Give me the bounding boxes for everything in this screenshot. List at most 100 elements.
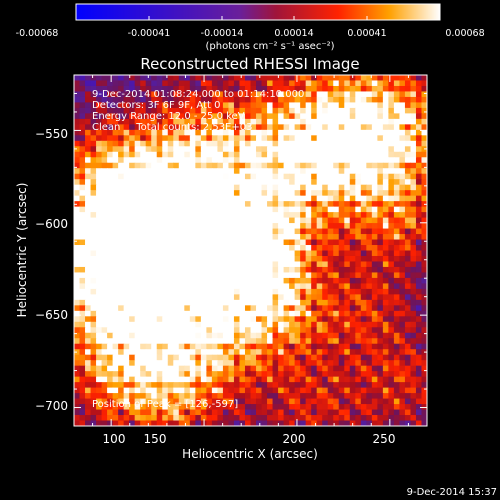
heatmap-cell <box>184 255 191 263</box>
heatmap-cell <box>267 91 274 98</box>
heatmap-cell <box>388 217 395 224</box>
heatmap-cell <box>327 316 334 323</box>
heatmap-cell <box>366 255 373 263</box>
heatmap-cell <box>338 288 345 295</box>
heatmap-cell <box>129 102 136 109</box>
heatmap-cell <box>382 157 389 164</box>
heatmap-cell <box>85 266 92 274</box>
heatmap-cell <box>393 294 401 301</box>
heatmap-cell <box>300 376 307 383</box>
heatmap-cell <box>233 255 241 263</box>
heatmap-cell <box>184 184 191 191</box>
heatmap-cell <box>338 217 345 224</box>
heatmap-cell <box>250 91 257 98</box>
heatmap-cell <box>278 387 285 394</box>
heatmap-cell <box>112 91 119 98</box>
heatmap-cell <box>200 343 207 350</box>
heatmap-cell <box>256 415 263 422</box>
heatmap-cell <box>151 349 158 356</box>
heatmap-cell <box>96 140 103 147</box>
heatmap-cell <box>382 261 389 268</box>
heatmap-cell <box>145 255 152 263</box>
heatmap-cell <box>250 113 257 120</box>
heatmap-cell <box>256 223 263 230</box>
heatmap-cell <box>145 184 152 191</box>
heatmap-cell <box>366 387 373 394</box>
heatmap-cell <box>90 195 97 202</box>
heatmap-cell <box>178 129 185 136</box>
heatmap-cell <box>74 206 81 213</box>
heatmap-cell <box>123 75 130 82</box>
heatmap-cell <box>107 146 114 153</box>
heatmap-cell <box>112 376 119 383</box>
heatmap-cell <box>388 245 395 252</box>
heatmap-cell <box>382 212 389 219</box>
heatmap-cell <box>184 212 191 219</box>
heatmap-cell <box>366 338 373 345</box>
heatmap-cell <box>211 332 219 339</box>
heatmap-cell <box>399 360 406 367</box>
heatmap-cell <box>189 387 196 394</box>
heatmap-cell <box>305 349 312 356</box>
heatmap-cell <box>112 404 119 411</box>
heatmap-cell <box>272 190 279 197</box>
heatmap-cell <box>123 288 130 295</box>
heatmap-cell <box>228 327 235 334</box>
heatmap-cell <box>85 376 92 383</box>
heatmap-cell <box>393 228 401 235</box>
heatmap-cell <box>399 135 406 142</box>
heatmap-cell <box>272 376 279 383</box>
heatmap-cell <box>333 118 340 125</box>
heatmap-cell <box>107 310 114 317</box>
heatmap-cell <box>178 102 185 109</box>
heatmap-cell <box>228 75 235 82</box>
heatmap-cell <box>360 223 367 230</box>
heatmap-cell <box>217 321 224 328</box>
heatmap-cell <box>344 201 351 208</box>
heatmap-cell <box>377 420 384 426</box>
heatmap-cell <box>156 371 163 378</box>
heatmap-cell <box>371 316 378 323</box>
heatmap-cell <box>283 288 290 295</box>
heatmap-cell <box>211 250 219 257</box>
heatmap-cell <box>195 283 202 290</box>
heatmap-cell <box>85 261 92 268</box>
heatmap-cell <box>272 277 279 284</box>
heatmap-cell <box>74 234 81 241</box>
heatmap-cell <box>382 393 389 400</box>
heatmap-cell <box>85 129 92 136</box>
heatmap-cell <box>382 113 389 120</box>
heatmap-cell <box>410 206 417 213</box>
heatmap-cell <box>222 343 230 350</box>
heatmap-cell <box>101 223 108 230</box>
heatmap-cell <box>333 283 340 290</box>
heatmap-cell <box>162 288 169 295</box>
heatmap-cell <box>222 184 230 191</box>
heatmap-cell <box>316 107 323 114</box>
heatmap-cell <box>355 201 362 208</box>
heatmap-cell <box>360 332 367 339</box>
heatmap-cell <box>79 420 86 426</box>
heatmap-cell <box>228 118 235 125</box>
heatmap-cell <box>112 360 119 367</box>
heatmap-cell <box>189 288 196 295</box>
heatmap-cell <box>333 223 340 230</box>
heatmap-cell <box>140 250 147 257</box>
heatmap-cell <box>371 102 378 109</box>
heatmap-cell <box>217 91 224 98</box>
heatmap-cell <box>123 299 130 306</box>
heatmap-cell <box>410 343 417 350</box>
heatmap-cell <box>410 85 417 93</box>
heatmap-cell <box>96 321 103 328</box>
heatmap-cell <box>107 398 114 405</box>
heatmap-cell <box>294 146 301 153</box>
heatmap-cell <box>333 277 340 284</box>
heatmap-cell <box>90 102 97 109</box>
heatmap-cell <box>151 245 158 252</box>
heatmap-cell <box>316 195 323 202</box>
heatmap-cell <box>167 91 174 98</box>
heatmap-cell <box>222 173 230 180</box>
heatmap-cell <box>123 195 130 202</box>
heatmap-cell <box>349 85 356 93</box>
colorbar-tick-label: -0.00014 <box>201 28 244 39</box>
